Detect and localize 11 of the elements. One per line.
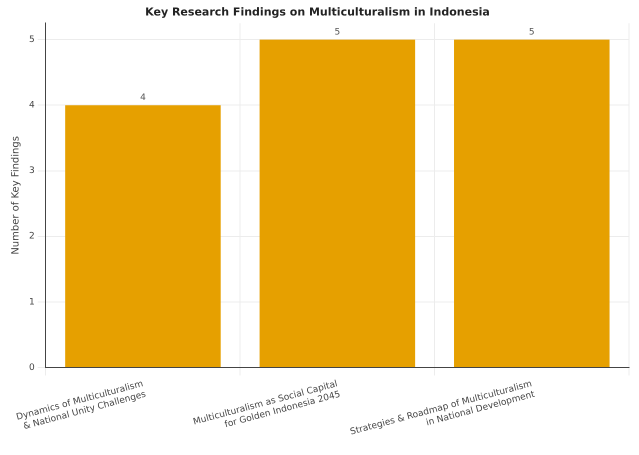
y-tick-label: 4 (28, 100, 35, 111)
y-axis-title: Number of Key Findings (10, 136, 22, 255)
y-tick-label: 2 (28, 232, 35, 242)
y-tick-label: 1 (28, 297, 35, 308)
chart-title: Key Research Findings on Multiculturalism in Indonesia (145, 5, 490, 18)
y-tick-label: 0 (28, 362, 35, 373)
data-label: 4 (140, 93, 146, 104)
y-tick-label: 3 (28, 166, 35, 176)
y-tick-label: 5 (28, 34, 35, 45)
data-label: 5 (528, 27, 535, 38)
data-label: 5 (334, 27, 340, 38)
